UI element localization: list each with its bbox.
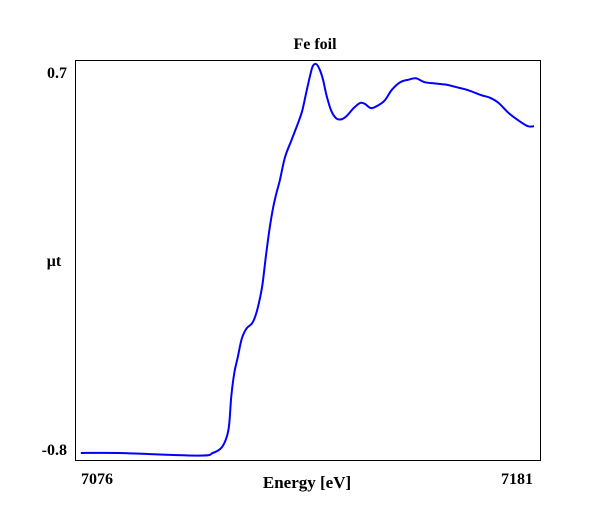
chart-title: Fe foil bbox=[293, 36, 337, 53]
plot-frame bbox=[75, 60, 541, 461]
x-tick-label-max: 7181 bbox=[501, 471, 533, 488]
y-tick-label-min: -0.8 bbox=[42, 442, 67, 459]
y-axis-label: μt bbox=[47, 253, 62, 270]
series-layer bbox=[80, 62, 535, 457]
x-tick-label-min: 7076 bbox=[81, 471, 113, 488]
x-axis-label: Energy [eV] bbox=[263, 473, 351, 492]
series-line-0 bbox=[80, 62, 535, 457]
y-tick-label-max: 0.7 bbox=[47, 65, 67, 82]
